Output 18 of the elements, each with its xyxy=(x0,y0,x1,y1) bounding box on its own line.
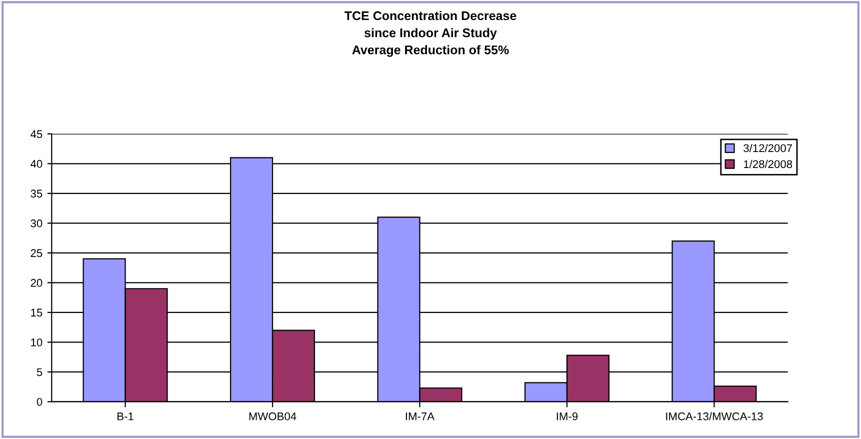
x-tick-label: MWOB04 xyxy=(249,412,296,420)
y-tick-label: 15 xyxy=(31,308,42,317)
legend-label: 1/28/2008 xyxy=(744,160,792,168)
chart-title: TCE Concentration Decrease since Indoor Air Study Average Reduction of 55% xyxy=(344,10,516,57)
y-tick-label: 45 xyxy=(30,130,42,138)
x-tick-label: IMCA-13/MWCA-13 xyxy=(666,412,763,420)
y-tick-label: 5 xyxy=(36,368,42,376)
y-tick-label: 25 xyxy=(30,249,42,258)
legend-label: 3/12/2007 xyxy=(744,144,792,152)
y-tick-label: 20 xyxy=(30,278,42,287)
y-tick-label: 10 xyxy=(31,338,42,346)
y-tick-label: 30 xyxy=(30,219,42,228)
y-tick-label: 40 xyxy=(30,160,42,168)
x-tick-label: B-1 xyxy=(118,412,134,420)
y-tick-label: 35 xyxy=(30,190,42,198)
x-tick-label: IM-9 xyxy=(556,412,578,420)
x-tick-label: IM-7A xyxy=(406,412,435,420)
y-tick-label: 0 xyxy=(36,398,42,406)
